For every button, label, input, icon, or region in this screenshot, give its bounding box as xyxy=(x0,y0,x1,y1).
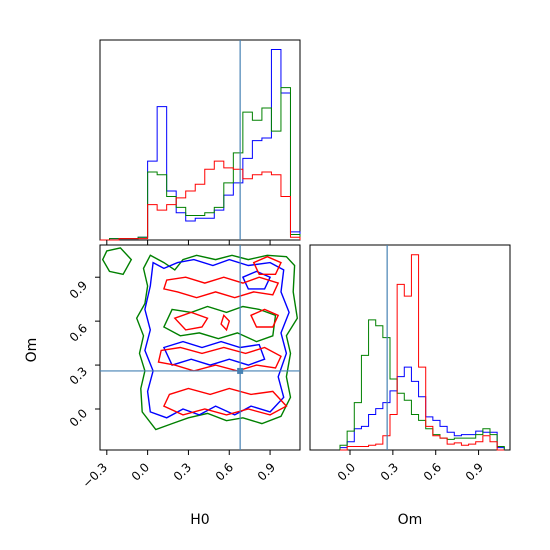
contour-blue-3 xyxy=(144,258,290,419)
tick-label-om-x-09: 0.9 xyxy=(463,460,486,483)
hist-series-green xyxy=(100,87,301,241)
contour-red-10 xyxy=(250,308,280,328)
tick-label-h0-09: 0.9 xyxy=(255,460,278,483)
tick-label-h0-03: 0.3 xyxy=(171,460,194,483)
contour-series xyxy=(101,247,299,431)
contour-red-9 xyxy=(173,311,209,331)
tick-label-om-y-00: 0.0 xyxy=(67,406,90,429)
contour-red-12 xyxy=(220,313,231,332)
contour-green-0 xyxy=(135,254,299,431)
contour-red-7 xyxy=(157,346,282,372)
hist-series-blue xyxy=(339,366,505,450)
contour-green-2 xyxy=(162,305,277,343)
tick-label-om-y-06: 0.6 xyxy=(67,321,90,344)
contour-blue-5 xyxy=(241,270,272,290)
tick-marks xyxy=(95,240,480,455)
hist-om-series xyxy=(339,254,505,451)
contour-red-6 xyxy=(163,276,280,299)
y-axis-label-om: Om xyxy=(24,338,40,363)
tick-label-h0-06: 0.6 xyxy=(213,460,236,483)
contour-green-1 xyxy=(101,247,133,276)
hist-series-blue xyxy=(100,49,301,241)
contour-frame xyxy=(99,244,301,451)
x-axis-label-om: Om xyxy=(398,512,423,528)
contour-blue-4 xyxy=(162,340,266,366)
hist-series-green xyxy=(339,319,505,450)
hist-om-frame xyxy=(309,244,511,451)
truth-marker xyxy=(237,367,244,374)
hist-h0-frame xyxy=(99,39,301,241)
tick-label-om-y-03: 0.3 xyxy=(67,364,90,387)
contour-red-11 xyxy=(252,255,282,275)
tick-label-h0-00: 0.0 xyxy=(129,460,152,483)
tick-label-om-x-00: 0.0 xyxy=(335,460,358,483)
tick-label-h0-m03: −0.3 xyxy=(80,460,111,491)
tick-label-om-x-06: 0.6 xyxy=(421,460,444,483)
x-axis-label-h0: H0 xyxy=(190,512,209,528)
tick-label-om-y-09: 0.9 xyxy=(67,278,90,301)
tick-label-om-x-03: 0.3 xyxy=(378,460,401,483)
hist-h0-series xyxy=(100,49,301,241)
contour-red-8 xyxy=(162,387,288,416)
hist-series-red xyxy=(340,254,505,451)
hist-series-red xyxy=(100,160,301,241)
truth-lines xyxy=(100,40,388,450)
